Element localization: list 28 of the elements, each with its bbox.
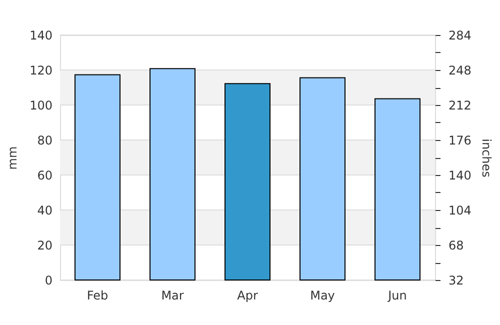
x-tick-label: Mar: [161, 288, 184, 302]
x-tick-label: Feb: [86, 288, 108, 302]
y2-tick-label: 32: [448, 274, 464, 288]
bar: [300, 77, 346, 280]
y-tick-label: 100: [30, 98, 52, 112]
bar: [224, 83, 270, 280]
y-axis-title: mm: [6, 146, 20, 170]
y2-axis-title: inches: [479, 138, 494, 178]
y2-tick-label: 140: [448, 168, 472, 182]
x-tick-label: Jun: [387, 288, 407, 302]
y2-tick-label: 248: [448, 64, 472, 78]
y2-tick-label: 104: [448, 204, 472, 218]
y-tick-label: 0: [44, 274, 52, 288]
y2-tick-label: 284: [448, 28, 472, 42]
y2-tick-label: 176: [448, 134, 472, 148]
y-tick-label: 140: [30, 28, 52, 42]
y-tick-label: 20: [37, 238, 52, 252]
y-tick-label: 120: [30, 64, 52, 78]
y2-tick-label: 68: [448, 238, 464, 252]
x-tick-label: Apr: [237, 288, 258, 302]
y-tick-label: 40: [37, 204, 52, 218]
bar: [74, 74, 120, 280]
x-tick-label: May: [310, 288, 335, 302]
y-tick-label: 80: [37, 134, 52, 148]
bar: [150, 68, 196, 280]
bar: [374, 98, 420, 280]
y2-tick-label: 212: [448, 98, 472, 112]
y-tick-label: 60: [37, 168, 52, 182]
